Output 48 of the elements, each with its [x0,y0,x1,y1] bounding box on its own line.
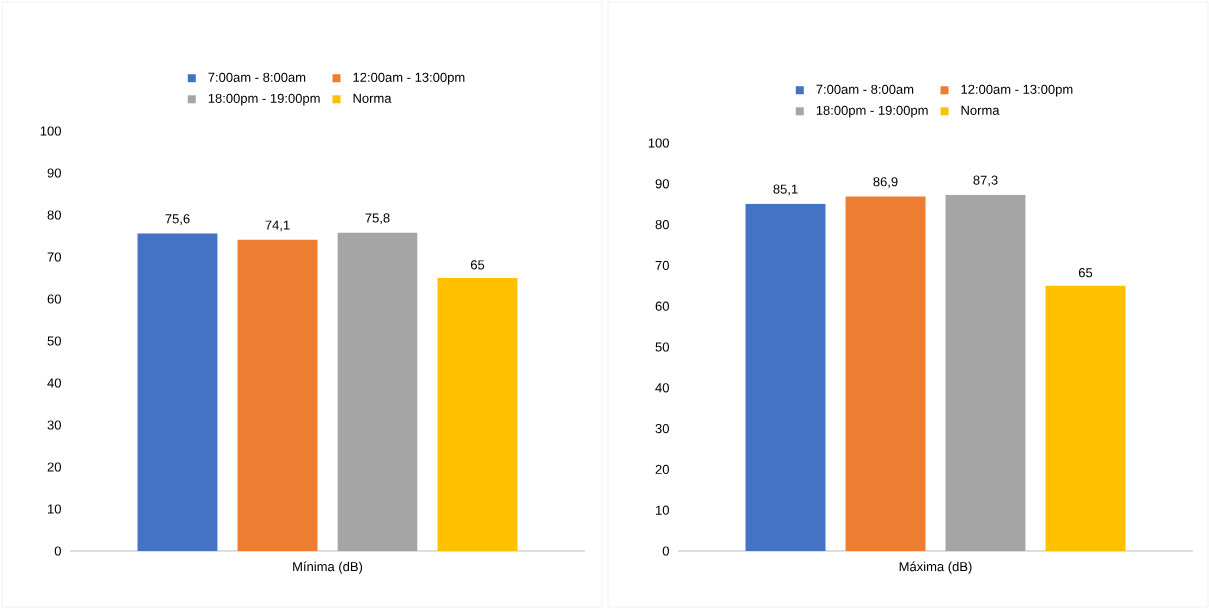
legend-label: 7:00am - 8:00am [816,84,914,94]
data-label: 74,1 [265,220,290,232]
y-tick-label: 10 [656,505,669,515]
bar [337,232,418,551]
y-tick-label: 20 [655,464,669,474]
x-tick-label: Mínima (dB) [293,561,363,574]
data-label: 65 [1078,268,1093,278]
legend-label: 7:00am - 8:00am [208,72,306,82]
bar [437,277,518,551]
y-tick-label: 70 [655,260,669,270]
legend-label: Norma [353,93,392,103]
y-tick-label: 90 [655,179,669,189]
bar [137,233,218,551]
y-tick-label: 100 [648,138,669,148]
legend-label: 18:00pm - 19:00pm [816,105,928,118]
y-tick-label: 80 [47,210,61,220]
y-tick-label: 30 [47,420,61,430]
data-label: 75,8 [365,213,390,225]
y-tick-label: 100 [40,126,61,136]
data-label: 86,9 [873,177,898,188]
y-tick-label: 30 [655,423,669,434]
y-tick-label: 80 [655,219,669,230]
data-label: 65 [470,260,485,270]
bar [845,196,926,551]
x-tick-label: Máxima (dB) [899,561,972,574]
y-tick-label: 50 [47,336,61,346]
y-tick-label: 0 [54,546,61,556]
bar [745,203,826,551]
bar [1045,285,1126,551]
bar [237,239,318,551]
legend-label: 18:00pm - 19:00pm [208,93,320,106]
bar [945,194,1026,551]
y-tick-label: 60 [47,294,61,304]
y-tick-label: 40 [655,383,669,393]
y-tick-label: 10 [48,504,61,514]
legend-label: 12:00am - 13:00pm [353,72,465,85]
y-tick-label: 90 [47,168,61,178]
legend-label: 12:00am - 13:00pm [961,84,1073,97]
data-label: 75,6 [165,214,190,225]
data-label: 85,1 [773,184,798,196]
data-label: 87,3 [973,175,998,187]
y-tick-label: 70 [47,252,61,262]
y-tick-label: 60 [655,301,669,311]
legend-label: Norma [961,105,1000,115]
y-tick-label: 40 [47,378,61,388]
y-tick-label: 0 [662,546,669,556]
y-tick-label: 20 [47,462,61,472]
y-tick-label: 50 [655,342,669,352]
